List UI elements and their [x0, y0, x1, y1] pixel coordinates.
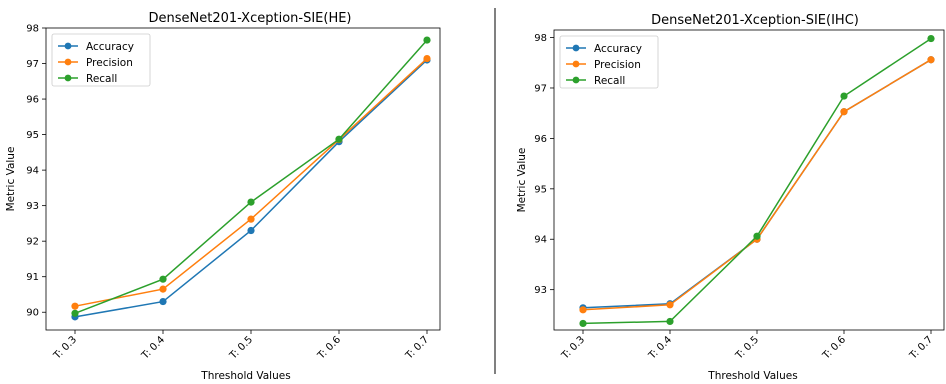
chart1-legend-accuracy-label: Accuracy — [86, 41, 134, 53]
chart2-xtick-label: T: 0.3 — [559, 334, 587, 362]
chart2-xlabel: Threshold Values — [707, 370, 797, 382]
chart1-accuracy-point — [159, 297, 167, 306]
chart2-ytick-label: 95 — [534, 184, 547, 195]
chart2-title: DenseNet201-Xception-SIE(IHC) — [651, 13, 859, 28]
chart1-ytick-label: 91 — [26, 272, 39, 283]
chart2-xtick-label: T: 0.6 — [820, 334, 848, 362]
chart2-ytick-label: 98 — [534, 33, 547, 44]
chart2-accuracy-line — [582, 59, 932, 309]
chart1-recall-point — [71, 309, 79, 317]
chart1-recall-point — [335, 135, 343, 143]
chart2-ytick-label: 97 — [534, 83, 547, 94]
chart1-precision-point — [423, 54, 431, 63]
chart1-legend-precision-marker — [64, 58, 72, 66]
chart1-precision-point — [71, 302, 79, 310]
chart1-recall-point — [247, 198, 255, 206]
chart2-legend-box — [559, 35, 659, 89]
chart1-ytick-label: 93 — [26, 201, 39, 212]
chart1-precision-point — [159, 285, 167, 293]
chart1-xtick-label: T: 0.3 — [51, 334, 79, 362]
chart2-legend-precision-label: Precision — [594, 59, 641, 71]
chart1-recall-point — [423, 36, 431, 44]
chart1-accuracy-point — [247, 226, 255, 235]
chart1-ytick-label: 97 — [26, 59, 39, 70]
chart2-precision-line — [582, 59, 932, 311]
chart1-ytick-label: 95 — [26, 130, 39, 141]
chart2-precision-point — [840, 108, 848, 116]
chart1-ytick-label: 96 — [26, 95, 39, 106]
chart2-precision-point — [666, 301, 674, 309]
chart1-legend-recall-marker — [64, 74, 72, 82]
chart1-xlabel: Threshold Values — [200, 370, 290, 382]
chart2-ytick-label: 96 — [534, 134, 547, 145]
chart2-frame — [553, 29, 945, 331]
chart2-legend-recall-marker — [572, 76, 580, 84]
chart1-legend-precision-label: Precision — [86, 57, 133, 69]
chart2-precision-point — [579, 306, 587, 314]
chart2-recall-point — [927, 34, 935, 43]
chart1-title: DenseNet201-Xception-SIE(HE) — [148, 11, 351, 26]
chart2-xtick-label: T: 0.4 — [646, 334, 674, 362]
chart2-ytick-label: 93 — [534, 285, 547, 296]
chart1-xtick-label: T: 0.5 — [227, 334, 255, 362]
chart2-legend-accuracy-marker — [572, 44, 580, 52]
chart2-recall-point — [579, 319, 587, 328]
chart1-precision-point — [247, 215, 255, 223]
chart2-recall-point — [840, 92, 848, 100]
chart2-ylabel: Metric Value — [516, 148, 528, 213]
chart1-ytick-label: 90 — [26, 308, 39, 319]
chart1-legend-accuracy-marker — [64, 42, 72, 50]
chart1-recall-point — [159, 275, 167, 283]
chart1-xtick-label: T: 0.4 — [139, 334, 167, 362]
chart2-legend-precision-marker — [572, 60, 580, 68]
chart1-xtick-label: T: 0.7 — [403, 334, 431, 362]
chart2-recall-point — [753, 232, 761, 240]
chart1-precision-line — [74, 58, 428, 307]
chart1-xtick-label: T: 0.6 — [315, 334, 343, 362]
chart1-legend-recall-label: Recall — [86, 73, 117, 85]
chart2-xtick-label: T: 0.7 — [907, 334, 935, 362]
chart1-frame — [45, 27, 441, 331]
chart1-ytick-label: 94 — [26, 166, 39, 177]
chart2-legend-accuracy-label: Accuracy — [594, 43, 642, 55]
chart1-ytick-label: 98 — [26, 24, 39, 35]
chart2-legend-recall-label: Recall — [594, 75, 625, 87]
chart2-ytick-label: 94 — [534, 235, 547, 246]
chart1-legend-box — [51, 33, 151, 87]
chart2-xtick-label: T: 0.5 — [733, 334, 761, 362]
chart2-recall-point — [666, 317, 674, 326]
chart2-precision-point — [927, 56, 935, 64]
chart1-ytick-label: 92 — [26, 237, 39, 248]
chart1-ylabel: Metric Value — [5, 147, 17, 212]
